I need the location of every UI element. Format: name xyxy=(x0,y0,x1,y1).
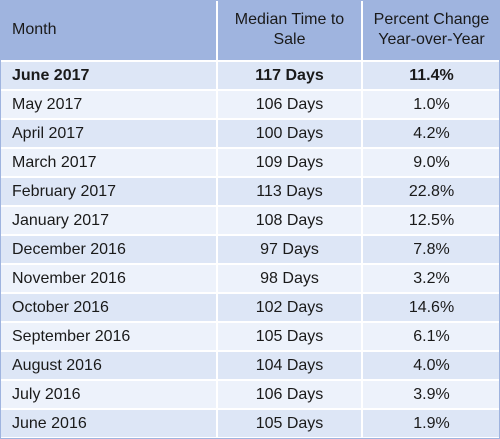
cell-percent-change: 7.8% xyxy=(363,236,500,265)
cell-median-time: 97 Days xyxy=(218,236,363,265)
cell-month: January 2017 xyxy=(0,207,218,236)
cell-median-time: 104 Days xyxy=(218,352,363,381)
cell-median-time: 100 Days xyxy=(218,120,363,149)
cell-percent-change: 3.2% xyxy=(363,265,500,294)
cell-percent-change: 12.5% xyxy=(363,207,500,236)
cell-percent-change: 6.1% xyxy=(363,323,500,352)
cell-median-time: 117 Days xyxy=(218,62,363,91)
table-row: February 2017 113 Days 22.8% xyxy=(0,178,500,207)
cell-median-time: 102 Days xyxy=(218,294,363,323)
table-row: March 2017 109 Days 9.0% xyxy=(0,149,500,178)
cell-median-time: 105 Days xyxy=(218,410,363,439)
table-row: November 2016 98 Days 3.2% xyxy=(0,265,500,294)
cell-month: July 2016 xyxy=(0,381,218,410)
cell-percent-change: 11.4% xyxy=(363,62,500,91)
table-header: Month Median Time to Sale Percent Change… xyxy=(0,0,500,62)
cell-month: September 2016 xyxy=(0,323,218,352)
cell-percent-change: 9.0% xyxy=(363,149,500,178)
cell-median-time: 106 Days xyxy=(218,91,363,120)
header-month: Month xyxy=(0,0,218,62)
table-row: April 2017 100 Days 4.2% xyxy=(0,120,500,149)
cell-month: February 2017 xyxy=(0,178,218,207)
cell-month: April 2017 xyxy=(0,120,218,149)
table-row: June 2016 105 Days 1.9% xyxy=(0,410,500,439)
cell-median-time: 108 Days xyxy=(218,207,363,236)
table-row: January 2017 108 Days 12.5% xyxy=(0,207,500,236)
header-percent-change: Percent Change Year-over-Year xyxy=(363,0,500,62)
header-median-time-label: Median Time to Sale xyxy=(234,11,345,48)
cell-month: June 2016 xyxy=(0,410,218,439)
table-row: December 2016 97 Days 7.8% xyxy=(0,236,500,265)
cell-percent-change: 22.8% xyxy=(363,178,500,207)
cell-month: August 2016 xyxy=(0,352,218,381)
cell-median-time: 105 Days xyxy=(218,323,363,352)
cell-month: November 2016 xyxy=(0,265,218,294)
table-row: September 2016 105 Days 6.1% xyxy=(0,323,500,352)
cell-percent-change: 1.0% xyxy=(363,91,500,120)
cell-median-time: 113 Days xyxy=(218,178,363,207)
cell-month: March 2017 xyxy=(0,149,218,178)
cell-percent-change: 1.9% xyxy=(363,410,500,439)
table-row-featured: June 2017 117 Days 11.4% xyxy=(0,62,500,91)
cell-month: May 2017 xyxy=(0,91,218,120)
cell-median-time: 106 Days xyxy=(218,381,363,410)
table-body: June 2017 117 Days 11.4% May 2017 106 Da… xyxy=(0,62,500,439)
cell-percent-change: 4.0% xyxy=(363,352,500,381)
cell-month: June 2017 xyxy=(0,62,218,91)
table-row: July 2016 106 Days 3.9% xyxy=(0,381,500,410)
header-month-label: Month xyxy=(12,21,57,38)
cell-median-time: 98 Days xyxy=(218,265,363,294)
header-percent-change-line2: Year-over-Year xyxy=(378,31,485,48)
header-row: Month Median Time to Sale Percent Change… xyxy=(0,0,500,62)
cell-percent-change: 4.2% xyxy=(363,120,500,149)
header-median-time: Median Time to Sale xyxy=(218,0,363,62)
cell-percent-change: 14.6% xyxy=(363,294,500,323)
cell-month: December 2016 xyxy=(0,236,218,265)
table-row: August 2016 104 Days 4.0% xyxy=(0,352,500,381)
table-row: October 2016 102 Days 14.6% xyxy=(0,294,500,323)
header-percent-change-line1: Percent Change xyxy=(373,11,490,28)
cell-month: October 2016 xyxy=(0,294,218,323)
cell-percent-change: 3.9% xyxy=(363,381,500,410)
cell-median-time: 109 Days xyxy=(218,149,363,178)
table-row: May 2017 106 Days 1.0% xyxy=(0,91,500,120)
